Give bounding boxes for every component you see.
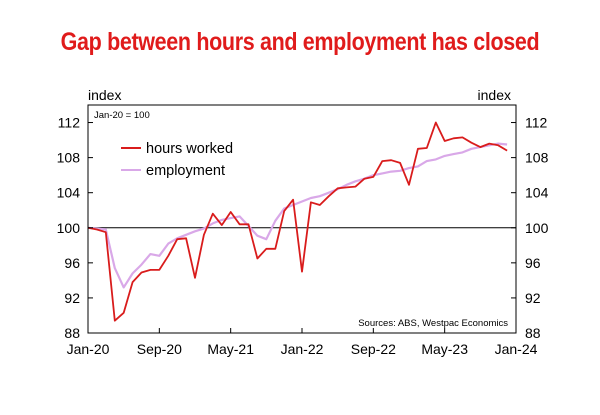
y-tick-label-right: 104: [525, 185, 549, 201]
series-line-employment: [87, 142, 508, 289]
legend-label-hours-worked: hours worked: [146, 141, 233, 157]
y-tick-label-left: 88: [64, 325, 80, 341]
y-tick-label-left: 92: [64, 290, 80, 306]
series-lines: [87, 121, 508, 322]
x-tick-label: Sep-20: [137, 341, 182, 357]
y-tick-label-right: 112: [525, 115, 548, 131]
y-tick-label-left: 104: [57, 185, 81, 201]
y-tick-label-left: 108: [57, 150, 81, 166]
y-tick-label-left: 112: [58, 115, 81, 131]
base-note: Jan-20 = 100: [94, 110, 150, 121]
y-ticks-right: 88 92 96 100 104 108 112: [511, 115, 549, 341]
y-axis-label-right: index: [478, 87, 511, 103]
x-tick-label: Jan-22: [281, 341, 324, 357]
x-tick-label: Sep-22: [351, 341, 396, 357]
x-ticks: Jan-20 Sep-20 May-21 Jan-22 Sep-22 May-23 Jan-…: [67, 328, 538, 357]
y-tick-label-right: 92: [525, 290, 541, 306]
y-tick-label-left: 100: [57, 220, 81, 236]
y-ticks-left: 88 92 96 100 104 108 112: [57, 115, 93, 341]
x-tick-label: May-21: [207, 341, 254, 357]
y-tick-label-left: 96: [64, 255, 80, 271]
x-tick-label: Jan-20: [67, 341, 110, 357]
legend: hours worked employment: [121, 141, 233, 179]
y-tick-label-right: 108: [525, 150, 549, 166]
legend-label-employment: employment: [146, 163, 225, 179]
chart-title: Gap between hours and employment has clo…: [60, 28, 540, 56]
y-tick-label-right: 100: [525, 220, 549, 236]
series-line-hours-worked: [87, 121, 508, 322]
x-tick-label: Jan-24: [495, 341, 538, 357]
source-note: Sources: ABS, Westpac Economics: [358, 318, 508, 329]
x-tick-label: May-23: [421, 341, 468, 357]
y-tick-label-right: 88: [525, 325, 541, 341]
y-tick-label-right: 96: [525, 255, 541, 271]
y-axis-label-left: index: [88, 87, 121, 103]
